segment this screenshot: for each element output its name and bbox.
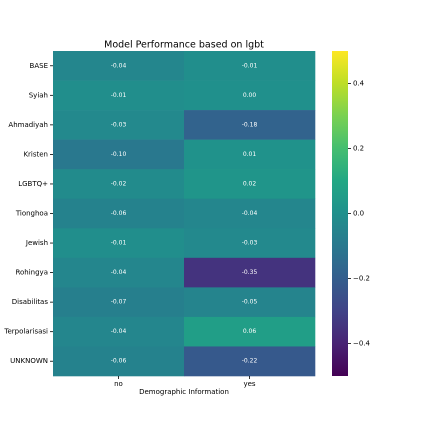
cell-label: 0.06 xyxy=(243,328,257,335)
colorbar-tick-label: 0.0 xyxy=(353,210,364,218)
heatmap-cell xyxy=(184,51,316,81)
cell-label: -0.01 xyxy=(242,62,258,69)
cell-label: -0.04 xyxy=(111,328,127,335)
y-tick-label: LGBTQ+ xyxy=(18,180,48,188)
cell-label: -0.04 xyxy=(111,269,127,276)
y-tick-label: BASE xyxy=(30,62,48,70)
heatmap-cell xyxy=(53,346,185,377)
heatmap-cell xyxy=(184,80,316,111)
cell-label: -0.03 xyxy=(111,121,127,128)
cell-label: -0.05 xyxy=(242,299,258,306)
colorbar-tick-label: 0.2 xyxy=(353,145,364,153)
heatmap-cell xyxy=(184,257,316,288)
cell-label: -0.22 xyxy=(242,358,258,365)
heatmap-cell xyxy=(53,139,185,170)
cell-label: -0.06 xyxy=(111,358,127,365)
cell-label: -0.01 xyxy=(111,92,127,99)
y-tick-label: UNKNOWN xyxy=(10,357,48,365)
colorbar-tick-label: 0.4 xyxy=(353,80,365,88)
heatmap-cell xyxy=(184,228,316,259)
heatmap-cell xyxy=(184,346,316,377)
heatmap-cell xyxy=(53,169,185,200)
cell-label: -0.35 xyxy=(242,269,258,276)
heatmap-cell xyxy=(184,198,316,229)
heatmap-cell xyxy=(53,316,185,347)
x-tick-label: no xyxy=(114,380,123,388)
cell-label: 0.02 xyxy=(243,180,257,187)
x-axis-label: Demographic Information xyxy=(139,388,229,396)
cell-label: -0.18 xyxy=(242,121,258,128)
heatmap-cell xyxy=(53,80,185,111)
x-tick-label: yes xyxy=(243,380,255,388)
heatmap-cell xyxy=(184,169,316,200)
y-tick-label: Ahmadiyah xyxy=(8,121,48,129)
heatmap-cell xyxy=(53,198,185,229)
cell-label: -0.04 xyxy=(242,210,258,217)
colorbar xyxy=(332,51,348,376)
cell-label: 0.00 xyxy=(243,92,257,99)
cell-label: -0.01 xyxy=(111,240,127,247)
heatmap-cell xyxy=(184,287,316,318)
cell-label: -0.04 xyxy=(111,62,127,69)
heatmap-cell xyxy=(53,257,185,288)
y-tick-label: Disabilitas xyxy=(12,298,49,306)
colorbar-tick-label: −0.4 xyxy=(353,340,371,348)
chart-title: Model Performance based on lgbt xyxy=(104,40,264,51)
y-tick-label: Rohingya xyxy=(15,269,48,277)
heatmap-cell xyxy=(53,287,185,318)
heatmap-cell xyxy=(53,110,185,140)
y-tick-label: Syiah xyxy=(29,91,48,99)
heatmap-cell xyxy=(184,316,316,347)
heatmap-cell xyxy=(184,110,316,140)
cell-label: -0.06 xyxy=(111,210,127,217)
cell-label: -0.02 xyxy=(111,180,127,187)
y-tick-label: Kristen xyxy=(23,150,48,158)
heatmap-cell xyxy=(53,51,185,81)
cell-label: 0.01 xyxy=(243,151,257,158)
cell-label: -0.07 xyxy=(111,299,127,306)
y-tick-label: Jewish xyxy=(25,239,48,247)
cell-label: -0.03 xyxy=(242,240,258,247)
y-tick-label: Tionghoa xyxy=(15,210,48,218)
heatmap-cell xyxy=(53,228,185,259)
y-tick-label: Terpolarisasi xyxy=(3,328,48,336)
cell-label: -0.10 xyxy=(111,151,127,158)
heatmap-cell xyxy=(184,139,316,170)
colorbar-tick-label: −0.2 xyxy=(353,275,370,283)
